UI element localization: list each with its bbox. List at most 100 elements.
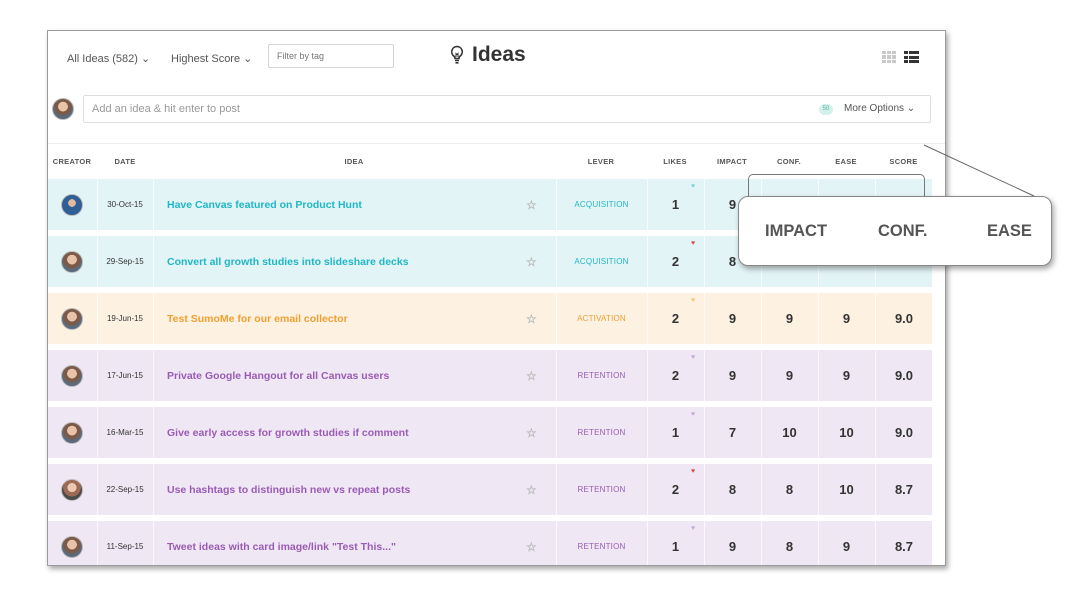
table-row[interactable]: 16-Mar-15 Give early access for growth st… xyxy=(48,407,932,458)
lever-label[interactable]: ACQUISITION xyxy=(574,257,629,266)
lever-label[interactable]: ACQUISITION xyxy=(574,200,629,209)
more-options-button[interactable]: More Options ⌄ xyxy=(844,103,916,114)
score-cell: 9.0 xyxy=(875,293,932,344)
top-bar: All Ideas (582) ⌄ Highest Score ⌄ Ideas xyxy=(48,31,945,83)
score-cell: 8.7 xyxy=(875,464,932,515)
star-icon[interactable]: ☆ xyxy=(526,197,537,212)
header-date[interactable]: DATE xyxy=(114,157,136,166)
star-icon[interactable]: ☆ xyxy=(526,539,537,554)
filter-by-tag-input[interactable] xyxy=(268,44,394,68)
idea-cell: Give early access for growth studies if … xyxy=(153,407,555,458)
post-idea-bar[interactable]: Add an idea & hit enter to post 50 More … xyxy=(83,95,931,123)
ease-value[interactable]: 9 xyxy=(842,368,851,383)
sort-dropdown[interactable]: Highest Score ⌄ xyxy=(171,53,253,65)
star-icon[interactable]: ☆ xyxy=(526,311,537,326)
impact-value[interactable]: 9 xyxy=(728,539,737,554)
likes-count: 1 xyxy=(671,539,680,554)
star-icon[interactable]: ☆ xyxy=(526,482,537,497)
zoom-label-conf: CONF. xyxy=(878,222,928,240)
conf-value[interactable]: 9 xyxy=(785,368,794,383)
conf-value[interactable]: 8 xyxy=(785,482,794,497)
likes-cell: ♥ 2 xyxy=(647,464,703,515)
impact-cell: 8 xyxy=(704,236,760,287)
star-icon[interactable]: ☆ xyxy=(526,254,537,269)
conf-value[interactable]: 9 xyxy=(785,311,794,326)
heart-icon[interactable]: ♥ xyxy=(691,183,696,190)
idea-cell: Have Canvas featured on Product Hunt ☆ xyxy=(153,179,555,230)
date-text: 22-Sep-15 xyxy=(106,485,144,494)
lever-label[interactable]: RETENTION xyxy=(577,371,626,380)
list-icon[interactable] xyxy=(904,51,919,63)
header-ease[interactable]: EASE xyxy=(835,157,857,166)
impact-value[interactable]: 9 xyxy=(728,368,737,383)
impact-cell: 9 xyxy=(704,350,760,401)
ease-value[interactable]: 9 xyxy=(842,539,851,554)
impact-value[interactable]: 7 xyxy=(728,425,737,440)
star-icon[interactable]: ☆ xyxy=(526,425,537,440)
idea-title[interactable]: Convert all growth studies into slidesha… xyxy=(167,255,409,268)
lever-label[interactable]: RETENTION xyxy=(577,485,626,494)
idea-title[interactable]: Test SumoMe for our email collector xyxy=(167,312,348,325)
header-creator[interactable]: CREATOR xyxy=(52,157,92,166)
zoom-label-ease: EASE xyxy=(987,222,1032,240)
idea-title[interactable]: Tweet ideas with card image/link "Test T… xyxy=(167,540,396,553)
character-count-badge: 50 xyxy=(819,104,833,115)
impact-value[interactable]: 8 xyxy=(728,482,737,497)
heart-icon[interactable]: ♥ xyxy=(691,525,696,532)
date-text: 17-Jun-15 xyxy=(106,371,144,380)
header-score[interactable]: SCORE xyxy=(889,157,918,166)
idea-title[interactable]: Private Google Hangout for all Canvas us… xyxy=(167,369,390,382)
all-ideas-dropdown[interactable]: All Ideas (582) ⌄ xyxy=(67,53,151,65)
conf-value[interactable]: 8 xyxy=(785,539,794,554)
ideas-window: All Ideas (582) ⌄ Highest Score ⌄ Ideas … xyxy=(47,30,946,566)
date-text: 29-Sep-15 xyxy=(106,257,144,266)
header-impact[interactable]: IMPACT xyxy=(717,157,747,166)
header-conf[interactable]: CONF. xyxy=(777,157,801,166)
table-row[interactable]: 22-Sep-15 Use hashtags to distinguish new… xyxy=(48,464,932,515)
heart-icon[interactable]: ♥ xyxy=(691,354,696,361)
heart-icon[interactable]: ♥ xyxy=(691,468,696,475)
likes-cell: ♥ 1 xyxy=(647,179,703,230)
grid-icon[interactable] xyxy=(882,51,896,63)
idea-title[interactable]: Give early access for growth studies if … xyxy=(167,426,409,439)
table-row[interactable]: 17-Jun-15 Private Google Hangout for all … xyxy=(48,350,932,401)
header-likes[interactable]: LIKES xyxy=(663,157,687,166)
ease-value[interactable]: 10 xyxy=(839,425,854,440)
avatar xyxy=(61,421,83,444)
post-idea-input[interactable]: Add an idea & hit enter to post xyxy=(92,103,240,115)
heart-icon[interactable]: ♥ xyxy=(691,297,696,304)
creator-cell xyxy=(48,236,96,287)
creator-cell xyxy=(48,407,96,458)
ease-value[interactable]: 10 xyxy=(839,482,854,497)
star-icon[interactable]: ☆ xyxy=(526,368,537,383)
lever-label[interactable]: ACTIVATION xyxy=(577,314,626,323)
likes-count: 2 xyxy=(671,482,680,497)
likes-count: 2 xyxy=(671,368,680,383)
score-cell: 9.0 xyxy=(875,350,932,401)
idea-title[interactable]: Use hashtags to distinguish new vs repea… xyxy=(167,483,411,496)
ease-value[interactable]: 9 xyxy=(842,311,851,326)
lever-label[interactable]: RETENTION xyxy=(577,542,626,551)
heart-icon[interactable]: ♥ xyxy=(691,411,696,418)
conf-value[interactable]: 10 xyxy=(782,425,797,440)
lever-cell: ACTIVATION xyxy=(556,293,646,344)
creator-cell xyxy=(48,350,96,401)
heart-icon[interactable]: ♥ xyxy=(691,240,696,247)
lever-cell: RETENTION xyxy=(556,407,646,458)
idea-title[interactable]: Have Canvas featured on Product Hunt xyxy=(167,198,362,211)
page-title: Ideas xyxy=(450,43,526,67)
lever-label[interactable]: RETENTION xyxy=(577,428,626,437)
date-text: 16-Mar-15 xyxy=(106,428,144,437)
date-cell: 30-Oct-15 xyxy=(97,179,152,230)
ease-cell: 10 xyxy=(818,464,874,515)
table-row[interactable]: 19-Jun-15 Test SumoMe for our email colle… xyxy=(48,293,932,344)
header-lever[interactable]: LEVER xyxy=(587,157,615,166)
header-idea[interactable]: IDEA xyxy=(344,157,364,166)
creator-cell xyxy=(48,293,96,344)
conf-cell: 9 xyxy=(761,350,817,401)
impact-value[interactable]: 9 xyxy=(728,197,737,212)
impact-value[interactable]: 8 xyxy=(728,254,737,269)
avatar xyxy=(61,250,83,273)
impact-value[interactable]: 9 xyxy=(728,311,737,326)
table-row[interactable]: 11-Sep-15 Tweet ideas with card image/lin… xyxy=(48,521,932,565)
